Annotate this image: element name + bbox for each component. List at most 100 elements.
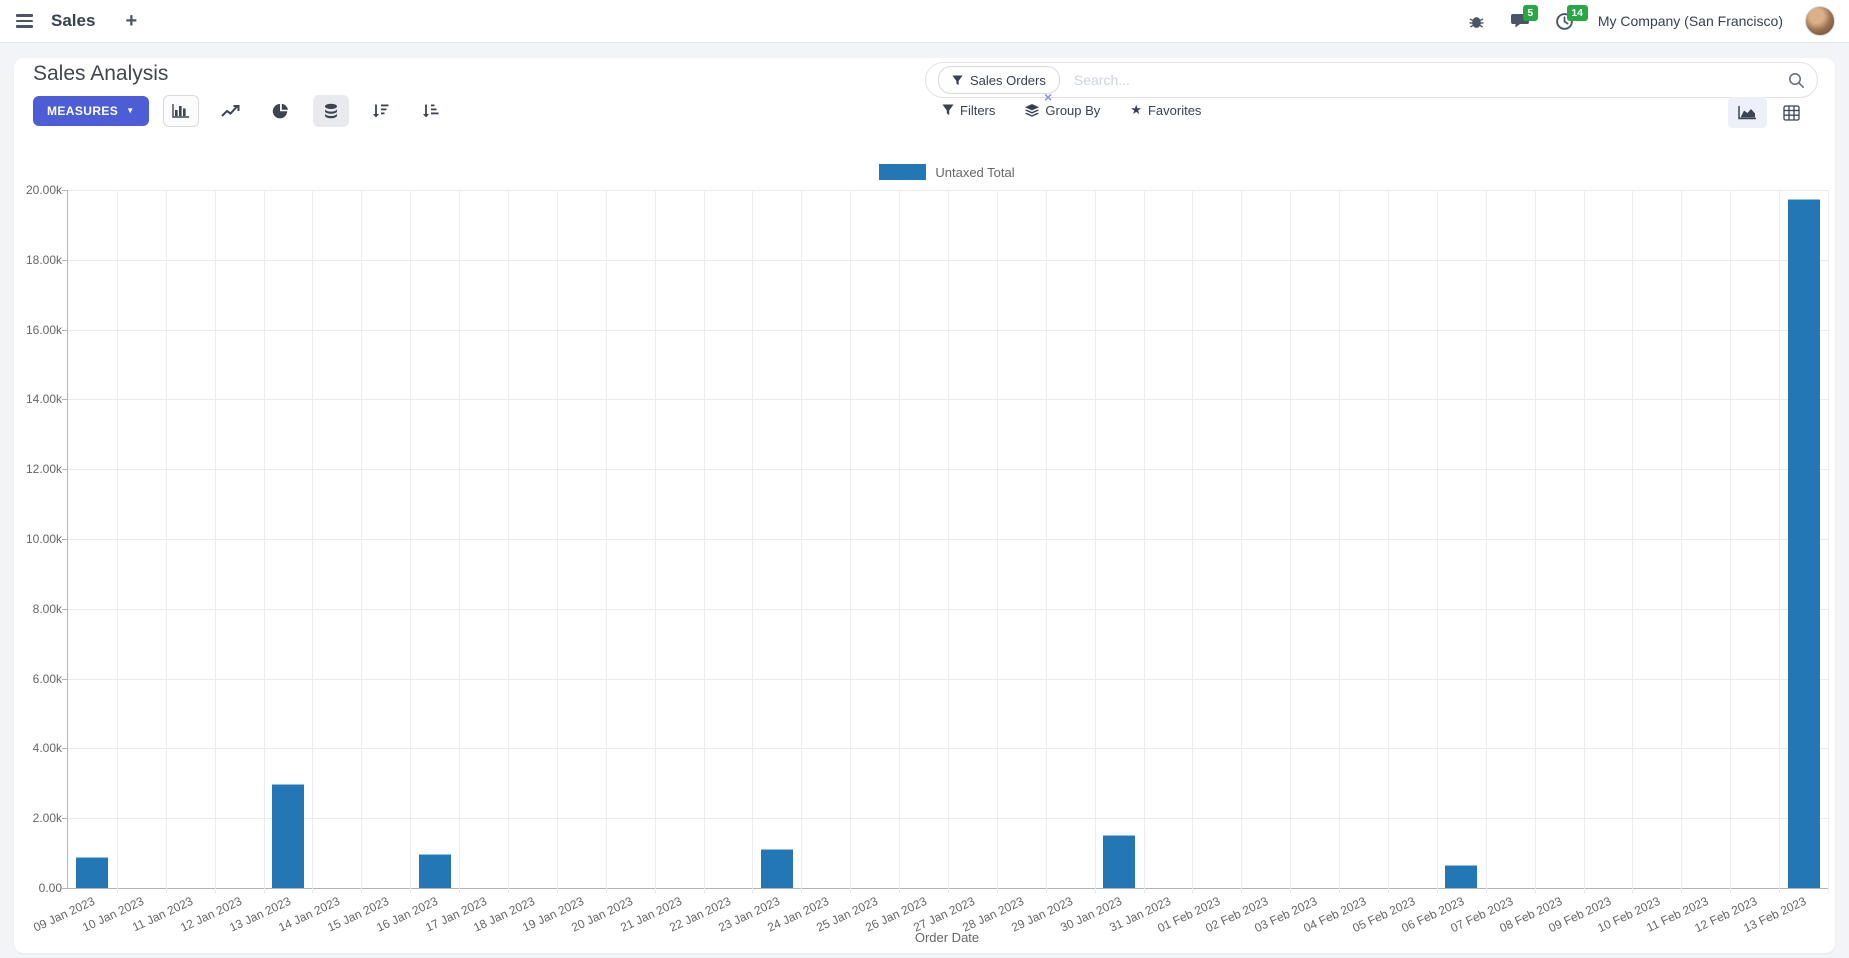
v-gridline <box>214 190 216 893</box>
line-chart-mode-button[interactable] <box>213 95 249 127</box>
pivot-view-button[interactable] <box>1772 97 1811 128</box>
v-gridline <box>1583 190 1585 893</box>
y-tick-mark <box>62 190 67 191</box>
top-navbar: Sales + 5 <box>0 0 1849 43</box>
v-gridline <box>996 190 998 893</box>
pie-chart-mode-button[interactable] <box>263 95 299 127</box>
filter-funnel-icon <box>952 74 963 85</box>
graph-view-button[interactable] <box>1728 97 1767 128</box>
y-tick-label: 4.00k <box>32 741 62 756</box>
sort-ascending-button[interactable] <box>413 95 449 127</box>
v-gridline <box>1632 190 1634 893</box>
y-tick-mark <box>62 888 67 889</box>
v-gridline <box>605 190 607 893</box>
stacked-toggle-button[interactable] <box>312 95 349 127</box>
v-gridline <box>654 190 656 893</box>
y-tick-label: 12.00k <box>25 462 62 477</box>
v-gridline <box>899 190 901 893</box>
chart-bar[interactable] <box>418 853 451 888</box>
search-input[interactable] <box>1071 71 1788 89</box>
v-gridline <box>1388 190 1389 893</box>
stacked-database-icon <box>324 103 337 118</box>
y-tick-mark <box>62 539 67 540</box>
v-gridline <box>361 190 363 893</box>
chart-bar[interactable] <box>760 848 793 888</box>
chart-bar[interactable] <box>1787 199 1820 888</box>
v-gridline <box>1681 190 1683 893</box>
chart-bar[interactable] <box>272 784 304 888</box>
page-title: Sales Analysis <box>33 62 169 85</box>
chart-bar[interactable] <box>1103 834 1136 888</box>
facet-remove-icon[interactable]: × <box>1044 89 1053 105</box>
legend-color-swatch <box>879 164 927 180</box>
activities-clock-icon[interactable]: 14 <box>1554 5 1588 32</box>
search-bar[interactable]: Sales Orders × <box>925 62 1818 104</box>
measures-dropdown-button[interactable]: MEASURES ▼ <box>33 96 149 126</box>
v-gridline <box>1143 190 1145 893</box>
line-chart-icon <box>220 105 240 117</box>
debug-bug-icon[interactable] <box>1466 10 1488 32</box>
chart-bar[interactable] <box>76 857 109 888</box>
y-tick-label: 14.00k <box>25 392 62 407</box>
y-tick-mark <box>62 259 67 261</box>
pivot-table-icon <box>1783 104 1800 121</box>
chart-legend-item[interactable]: Untaxed Total <box>67 164 1827 180</box>
favorites-menu-button[interactable]: ★ Favorites <box>1130 102 1202 118</box>
y-tick-mark <box>62 329 67 331</box>
v-gridline <box>752 190 754 893</box>
y-tick-mark <box>62 748 67 750</box>
sort-descending-button[interactable] <box>363 95 399 127</box>
y-tick-mark <box>62 678 67 680</box>
v-gridline <box>1290 190 1292 893</box>
v-gridline <box>1339 190 1341 893</box>
v-gridline <box>1485 190 1487 893</box>
messages-icon[interactable]: 5 <box>1510 5 1538 32</box>
bar-chart-mode-button[interactable] <box>162 95 199 127</box>
bar-chart-plot-area <box>67 190 1829 893</box>
legend-label: Untaxed Total <box>935 164 1015 180</box>
app-menu-sales[interactable]: Sales <box>51 11 96 30</box>
search-options-row: Filters Group By ★ Favorites <box>942 102 1201 118</box>
v-gridline <box>1828 190 1829 893</box>
v-gridline <box>312 190 314 893</box>
y-tick-label: 16.00k <box>25 322 62 337</box>
v-gridline <box>165 190 167 893</box>
filters-menu-button[interactable]: Filters <box>942 103 995 118</box>
content-card: Sales Analysis MEASURES ▼ <box>14 58 1835 953</box>
v-gridline <box>1779 190 1781 893</box>
v-gridline <box>1730 190 1732 893</box>
v-gridline <box>1045 190 1047 893</box>
x-axis-title: Order Date <box>914 930 980 945</box>
y-tick-label: 6.00k <box>32 671 62 686</box>
company-switcher[interactable]: My Company (San Francisco) <box>1597 13 1783 29</box>
chart-bar[interactable] <box>1445 864 1478 888</box>
group-by-menu-button[interactable]: Group By <box>1025 103 1100 118</box>
view-switcher <box>1728 97 1811 128</box>
v-gridline <box>850 190 852 893</box>
area-chart-icon <box>1738 106 1756 120</box>
y-tick-label: 8.00k <box>32 601 62 616</box>
v-gridline <box>556 190 558 893</box>
activities-count-badge: 14 <box>1566 5 1588 21</box>
user-avatar[interactable] <box>1805 6 1835 36</box>
sort-amount-asc-icon <box>423 104 439 118</box>
star-icon: ★ <box>1130 102 1142 117</box>
v-gridline <box>948 190 949 893</box>
y-tick-label: 18.00k <box>25 252 62 267</box>
v-gridline <box>263 190 265 893</box>
layers-icon <box>1025 103 1040 117</box>
bar-chart-icon <box>171 104 189 118</box>
messages-count-badge: 5 <box>1522 5 1538 21</box>
v-gridline <box>410 190 412 893</box>
v-gridline <box>459 190 461 893</box>
apps-menu-icon[interactable] <box>14 10 35 32</box>
y-tick-label: 10.00k <box>25 532 62 546</box>
search-icon[interactable] <box>1788 72 1805 89</box>
v-gridline <box>116 190 118 893</box>
search-facet-label: Sales Orders <box>970 72 1046 88</box>
new-tab-plus-button[interactable]: + <box>125 10 138 32</box>
v-gridline <box>1192 190 1194 893</box>
search-facet-sales-orders[interactable]: Sales Orders <box>938 66 1060 94</box>
control-panel-buttons: MEASURES ▼ <box>33 95 449 127</box>
